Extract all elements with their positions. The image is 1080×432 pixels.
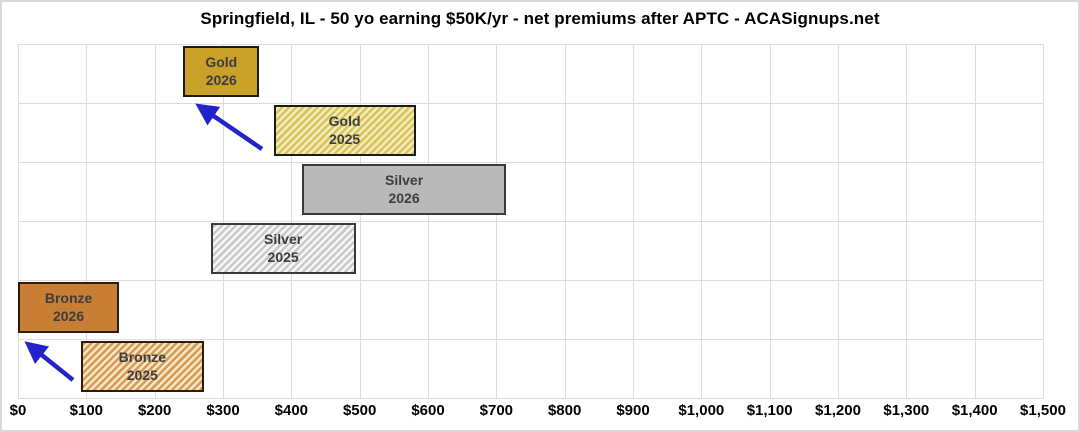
bar-gold-2025: Gold 2025	[273, 105, 416, 156]
x-tick-label: $1,000	[678, 402, 725, 419]
x-tick-label: $200	[137, 402, 172, 419]
x-tick-label: $600	[411, 402, 445, 419]
vertical-gridline	[1043, 44, 1044, 398]
x-tick-label: $400	[274, 402, 309, 419]
horizontal-gridline	[18, 162, 1043, 163]
x-tick-label: $0	[9, 402, 27, 419]
bar-label: Gold 2026	[205, 54, 238, 88]
bar-bronze-2026: Bronze 2026	[18, 282, 120, 333]
bar-bronze-2025: Bronze 2025	[80, 341, 204, 392]
x-tick-label: $500	[342, 402, 377, 419]
x-tick-label: $300	[206, 402, 240, 419]
x-tick-label: $100	[69, 402, 104, 419]
horizontal-gridline	[18, 398, 1043, 399]
horizontal-gridline	[18, 339, 1043, 340]
bar-silver-2025: Silver 2025	[210, 223, 356, 274]
bar-label: Bronze 2026	[44, 290, 93, 324]
x-tick-label: $800	[547, 402, 582, 419]
horizontal-gridline	[18, 280, 1043, 281]
chart-title: Springfield, IL - 50 yo earning $50K/yr …	[200, 9, 880, 28]
bar-label: Silver 2025	[264, 231, 303, 265]
horizontal-gridline	[18, 103, 1043, 104]
bar-gold-2026: Gold 2026	[183, 46, 260, 97]
x-tick-label: $1,400	[951, 402, 998, 419]
horizontal-gridline	[18, 44, 1043, 45]
x-tick-label: $900	[616, 402, 650, 419]
bar-silver-2026: Silver 2026	[302, 164, 506, 215]
bar-label: Silver 2026	[385, 172, 424, 206]
x-tick-label: $1,200	[815, 402, 861, 419]
x-tick-label: $1,100	[746, 402, 793, 419]
horizontal-gridline	[18, 221, 1043, 222]
x-tick-label: $1,500	[1020, 402, 1066, 419]
bar-label: Bronze 2025	[118, 349, 167, 383]
x-tick-label: $1,300	[883, 402, 930, 419]
bar-label: Gold 2025	[328, 113, 361, 147]
plot-area: Gold 2026 Gold 2025 Silver 2026 Silver 2025 Bron…	[18, 44, 1044, 399]
x-tick-label: $700	[479, 402, 514, 419]
